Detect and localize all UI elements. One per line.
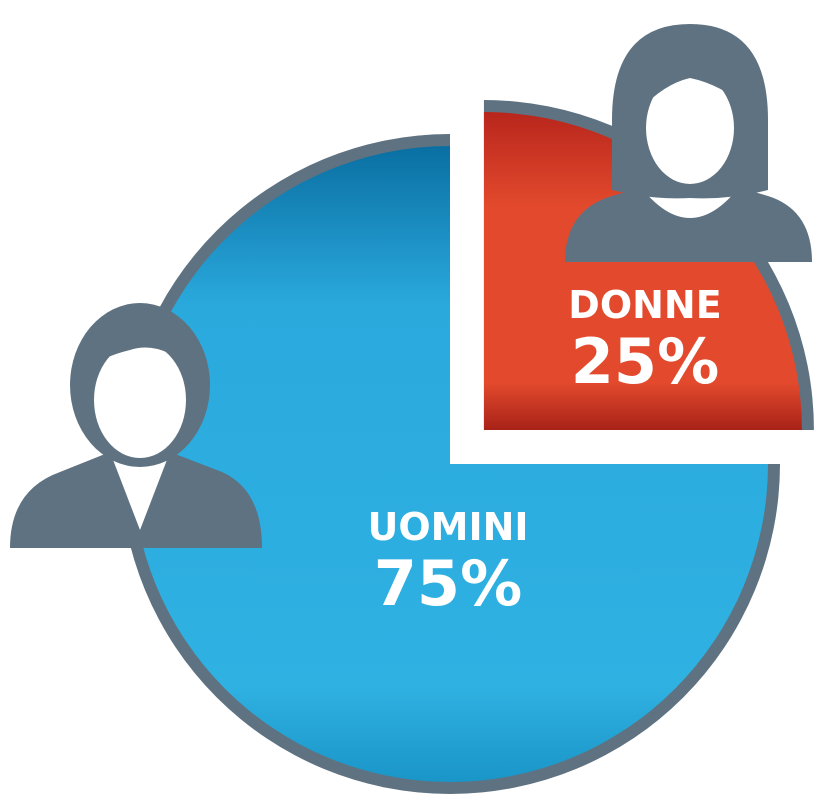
- slice: [132, 146, 768, 782]
- slice: [483, 112, 802, 431]
- slices: [120, 100, 814, 794]
- slice-category: UOMINI: [367, 505, 528, 549]
- slice-category: DONNE: [568, 283, 721, 327]
- slice-value-label: 75%: [374, 547, 522, 620]
- man-icon: [10, 303, 262, 548]
- woman-icon: [565, 24, 812, 262]
- slice-value-label: 25%: [571, 325, 719, 398]
